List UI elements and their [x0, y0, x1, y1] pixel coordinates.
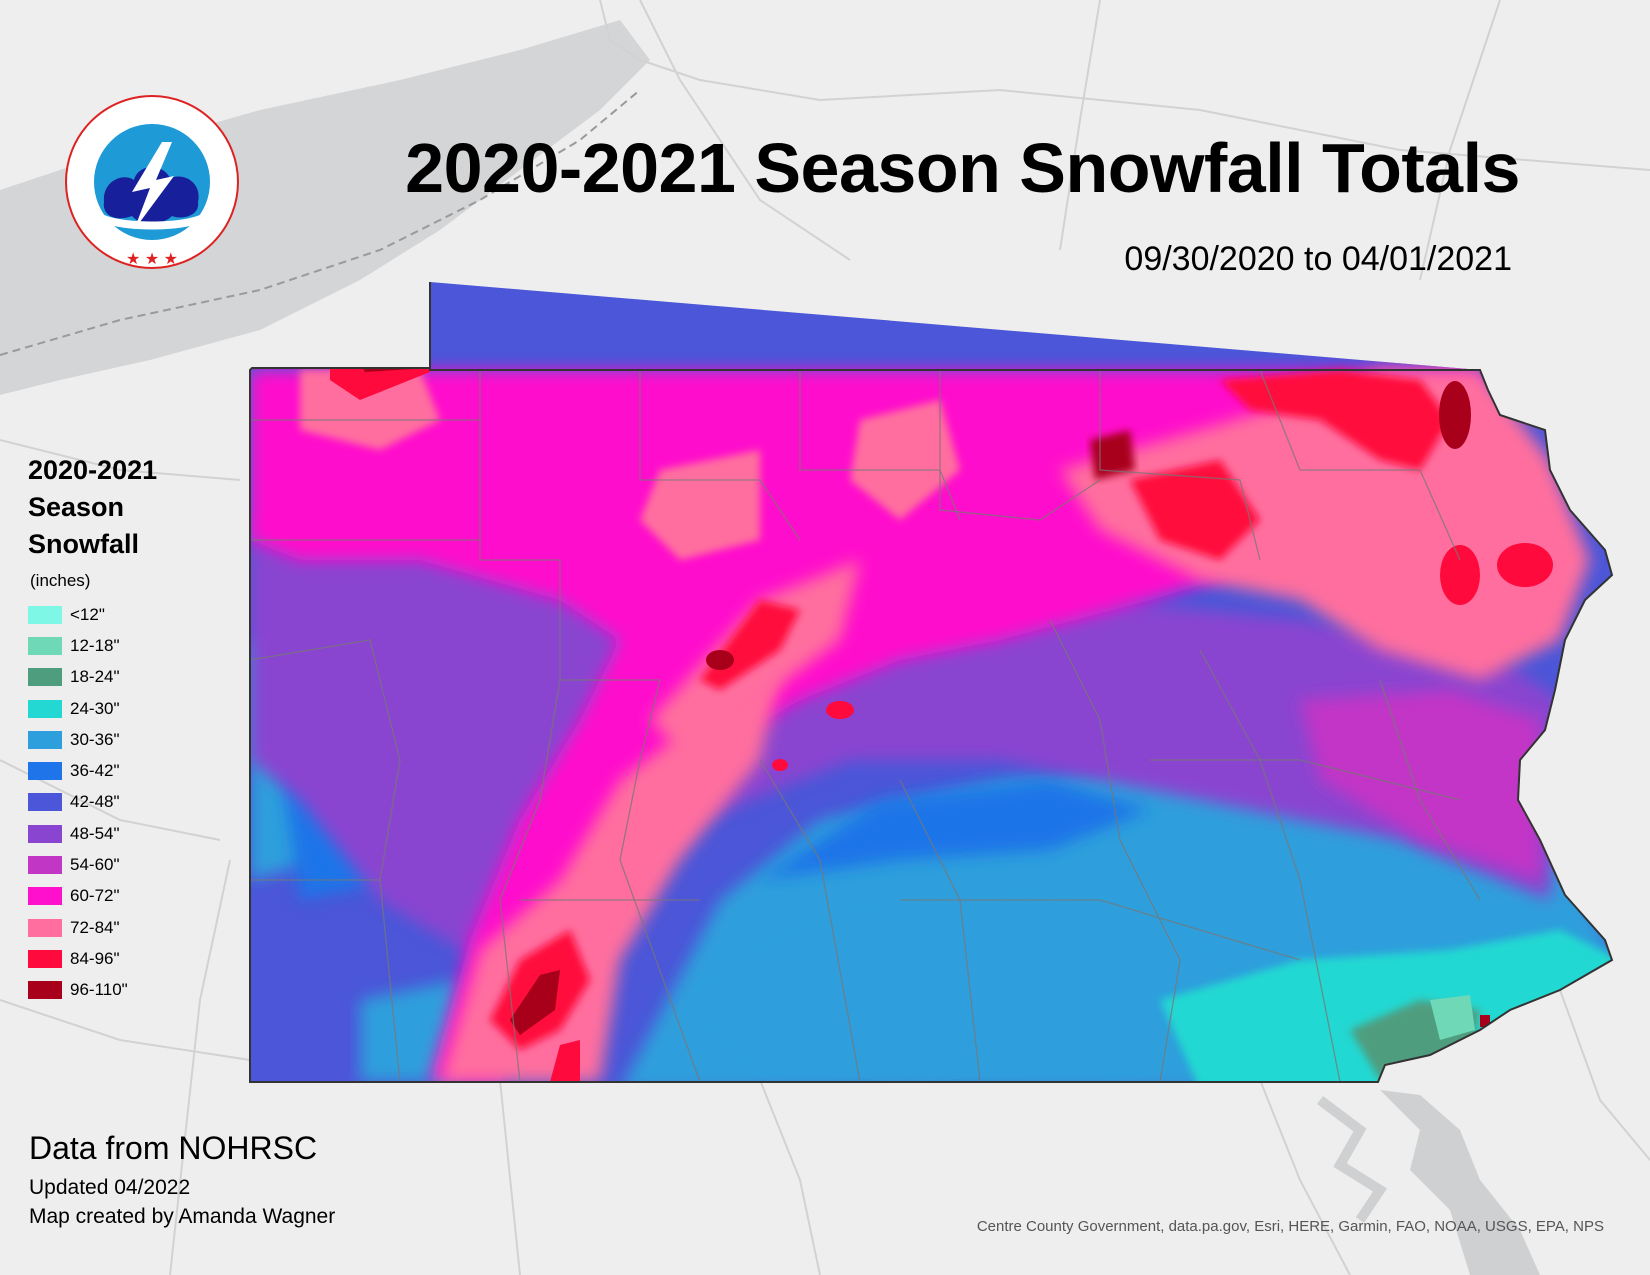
map-attribution: Centre County Government, data.pa.gov, E… — [976, 1218, 1604, 1235]
legend-swatch — [28, 949, 62, 968]
legend-item: 24-30" — [28, 693, 228, 724]
legend-items: <12" 12-18" 18-24" 24-30" 30-36" 36-42" 42-48"… — [28, 599, 228, 1006]
legend-swatch — [28, 636, 62, 655]
map-title: 2020-2021 Season Snowfall Totals — [405, 129, 1520, 207]
lake-erie — [0, 20, 650, 395]
legend-label: 96-110" — [70, 980, 128, 1000]
legend-swatch — [28, 699, 62, 718]
legend-label: 36-42" — [70, 761, 120, 781]
legend-swatch — [28, 918, 62, 937]
legend-label: 60-72" — [70, 886, 120, 906]
legend-item: 96-110" — [28, 975, 228, 1006]
svg-text:★ ★ ★: ★ ★ ★ — [126, 251, 178, 268]
legend-swatch — [28, 824, 62, 843]
legend-label: 24-30" — [70, 698, 120, 718]
legend-item: 48-54" — [28, 818, 228, 849]
legend-swatch — [28, 605, 62, 624]
legend-title-line: Snowfall — [28, 529, 140, 559]
legend-label: 48-54" — [70, 823, 120, 843]
legend-swatch — [28, 762, 62, 781]
legend: 2020-2021 Season Snowfall (inches) <12" 1… — [28, 452, 228, 1006]
legend-item: 60-72" — [28, 881, 228, 912]
legend-swatch — [28, 793, 62, 812]
data-source: Data from NOHRSC — [29, 1130, 318, 1166]
legend-item: 54-60" — [28, 849, 228, 880]
legend-label: 84-96" — [70, 948, 120, 968]
legend-title-line: Season — [28, 492, 125, 522]
legend-item: 84-96" — [28, 943, 228, 974]
legend-item: 36-42" — [28, 755, 228, 786]
credits: Data from NOHRSC Updated 04/2022 Map cre… — [29, 1130, 335, 1231]
legend-swatch — [28, 730, 62, 749]
legend-label: <12" — [70, 604, 105, 624]
legend-units: (inches) — [30, 571, 91, 590]
nws-logo-icon: ★ ★ ★ — [62, 92, 242, 272]
updated-date: Updated 04/2022 — [29, 1176, 191, 1199]
legend-swatch — [28, 887, 62, 906]
legend-swatch — [28, 668, 62, 687]
legend-swatch — [28, 856, 62, 875]
map-author: Map created by Amanda Wagner — [29, 1205, 336, 1228]
legend-label: 42-48" — [70, 792, 120, 812]
legend-item: <12" — [28, 599, 228, 630]
legend-item: 72-84" — [28, 912, 228, 943]
legend-label: 72-84" — [70, 917, 120, 937]
legend-label: 18-24" — [70, 667, 120, 687]
legend-label: 54-60" — [70, 855, 120, 875]
legend-item: 42-48" — [28, 787, 228, 818]
legend-title-line: 2020-2021 — [28, 455, 158, 485]
legend-item: 18-24" — [28, 662, 228, 693]
legend-label: 30-36" — [70, 729, 120, 749]
legend-label: 12-18" — [70, 635, 120, 655]
legend-item: 30-36" — [28, 724, 228, 755]
legend-item: 12-18" — [28, 630, 228, 661]
legend-swatch — [28, 981, 62, 1000]
date-range: 09/30/2020 to 04/01/2021 — [1124, 240, 1512, 278]
